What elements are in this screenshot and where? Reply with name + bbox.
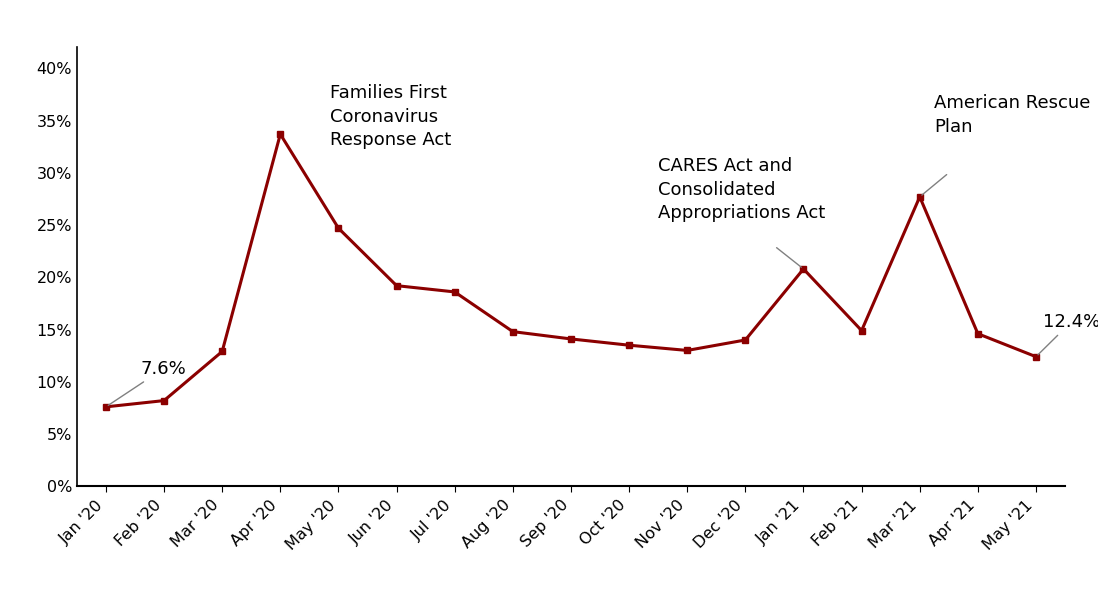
Text: Families First
Coronavirus
Response Act: Families First Coronavirus Response Act xyxy=(329,84,451,149)
Text: American Rescue
Plan: American Rescue Plan xyxy=(934,94,1090,136)
Text: 7.6%: 7.6% xyxy=(109,359,187,406)
Text: 12.4%: 12.4% xyxy=(1038,313,1098,355)
Text: CARES Act and
Consolidated
Appropriations Act: CARES Act and Consolidated Appropriation… xyxy=(658,157,826,222)
